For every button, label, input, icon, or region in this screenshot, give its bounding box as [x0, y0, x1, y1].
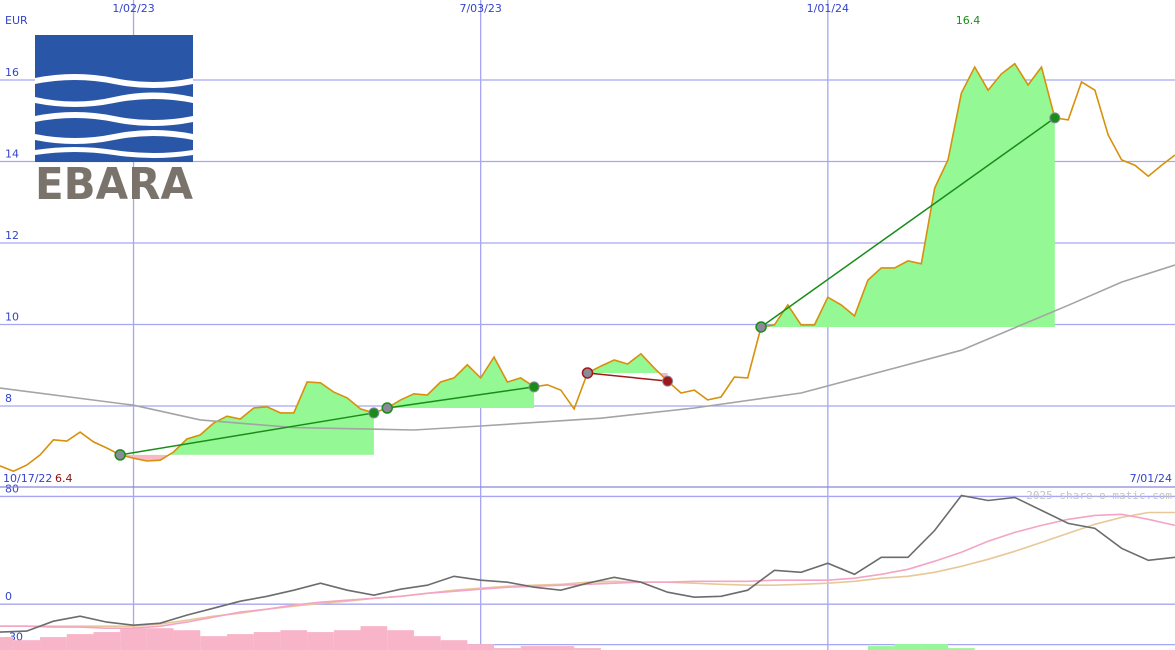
trade-exit	[662, 375, 674, 387]
period-end: 7/01/24	[1130, 472, 1172, 485]
watermark: 2025 share-o-matic.com	[1026, 489, 1172, 502]
histogram-bar	[867, 646, 895, 650]
histogram-bar	[440, 640, 468, 650]
histogram-bar	[360, 626, 388, 650]
trade-entry	[581, 367, 594, 379]
trade-line	[587, 372, 668, 382]
x-tick-label: 1/01/24	[807, 2, 849, 15]
histogram-bar	[93, 632, 121, 650]
trade-area	[761, 63, 1055, 327]
min-label: 6.4	[55, 472, 73, 485]
histogram-bar	[253, 632, 281, 650]
trade-line	[387, 386, 535, 409]
trade-area	[120, 381, 374, 455]
period-start: 10/17/22	[3, 472, 52, 485]
logo-text: EBARA	[35, 159, 193, 210]
y-tick-label: 0	[5, 590, 12, 603]
histogram-bar	[40, 637, 67, 650]
y-tick-label: 8	[5, 392, 12, 405]
y-tick-label: 16	[5, 66, 19, 79]
trade-entry	[381, 402, 393, 414]
trade-exit	[368, 407, 380, 419]
histogram-bar	[467, 644, 495, 650]
histogram-bar	[520, 646, 548, 650]
histogram-bar	[226, 634, 254, 650]
trade-area	[387, 357, 535, 409]
logo: EBARA	[35, 35, 193, 210]
series-line	[0, 494, 1175, 633]
histogram-bar	[200, 636, 227, 650]
histogram-bar	[894, 644, 922, 650]
series-line	[0, 513, 1175, 629]
y-tick-label: 80	[5, 482, 19, 495]
series-line	[0, 511, 1175, 627]
y-tick-label: 10	[5, 311, 19, 324]
histogram-bar	[948, 648, 975, 650]
trade-line	[760, 117, 1056, 328]
x-tick-label: 7/03/23	[459, 2, 501, 15]
y-tick-label: 14	[5, 148, 19, 161]
histogram-bar	[0, 637, 14, 650]
histogram-bar	[921, 644, 949, 650]
y-tick-label: 12	[5, 229, 19, 242]
trade-exit	[1049, 112, 1061, 124]
logo-waves	[35, 74, 193, 158]
trade-entry	[114, 449, 126, 461]
trade-entry	[755, 321, 767, 333]
histogram-bar	[307, 632, 334, 650]
series-line	[0, 264, 1175, 431]
histogram-bar	[494, 648, 521, 650]
histogram-bar	[146, 628, 174, 650]
max-label: 16.4	[956, 14, 981, 27]
trade-exit	[528, 381, 540, 393]
histogram-bar	[173, 630, 201, 650]
x-tick-label: 1/02/23	[112, 2, 154, 15]
histogram-bar	[280, 630, 308, 650]
histogram-bar	[547, 646, 575, 650]
histogram-bar	[13, 640, 41, 650]
unit-label: EUR	[5, 14, 28, 27]
histogram-bar	[574, 648, 601, 650]
histogram-bar	[333, 630, 361, 650]
histogram-bar	[387, 630, 414, 650]
histogram-bar	[413, 636, 441, 650]
trade-line	[120, 412, 374, 456]
trade-area	[587, 353, 668, 373]
histogram-bar	[120, 628, 147, 650]
histogram-bar	[66, 634, 94, 650]
